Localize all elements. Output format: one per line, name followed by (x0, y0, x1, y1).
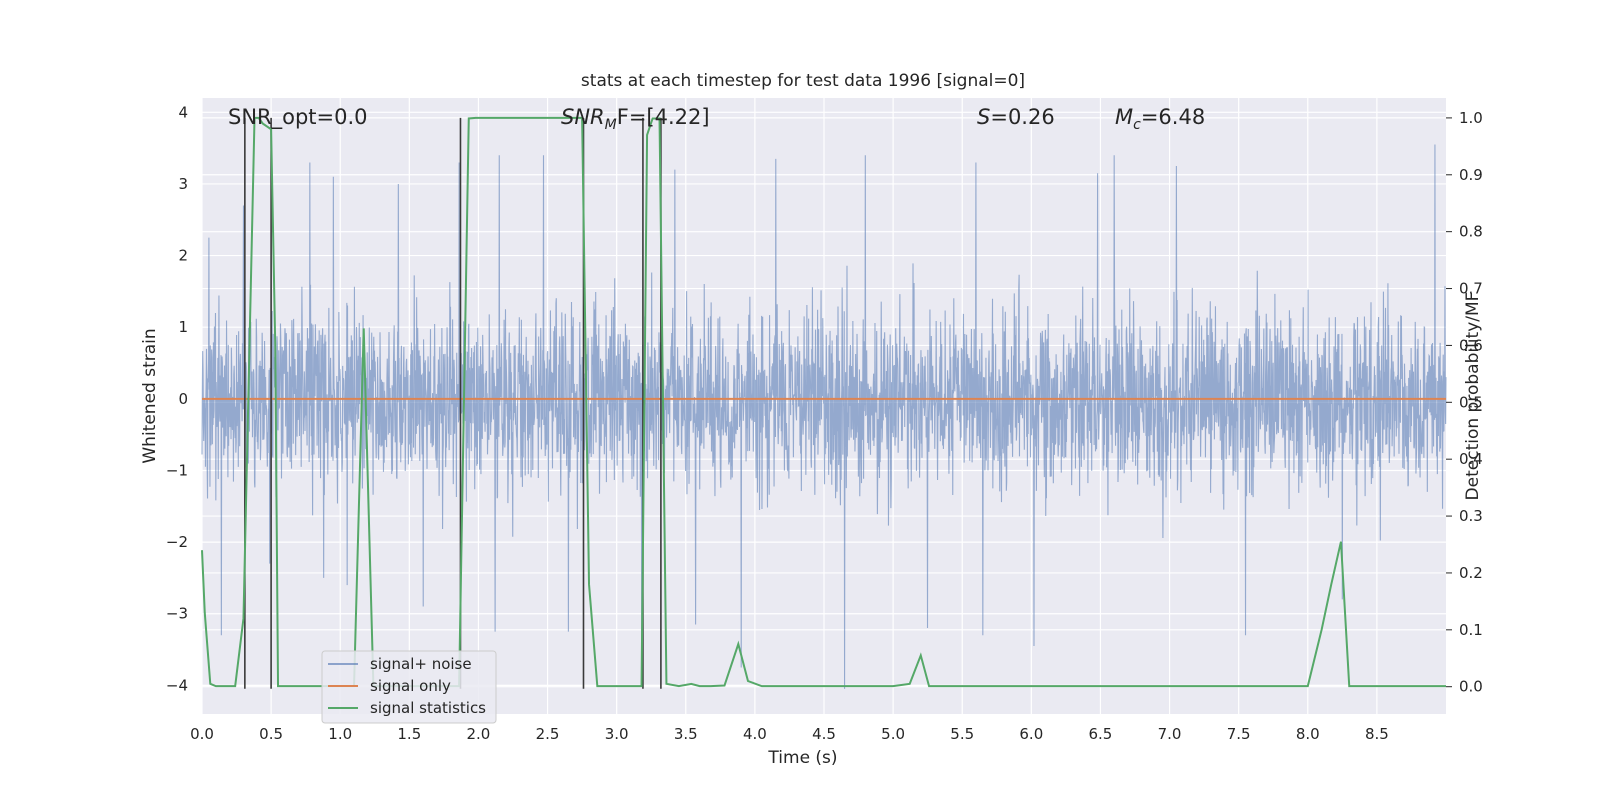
y-right-tick-label: 0.8 (1459, 223, 1483, 241)
legend-label-stats: signal statistics (370, 699, 486, 717)
annotation-s-label: S (977, 105, 990, 129)
annotation-snr-mf-main: SNR (561, 105, 605, 129)
y-tick-label: 1 (178, 318, 188, 336)
annotation-mc-sub: c (1133, 117, 1141, 133)
annotation-mc: Mc=6.48 (1115, 105, 1205, 133)
y-tick-label: 2 (178, 247, 188, 265)
y-tick-label: −4 (166, 676, 188, 694)
annotation-s-value: =0.26 (990, 105, 1054, 129)
y-tick-label: 3 (178, 175, 188, 193)
y-right-tick-label: 1.0 (1459, 109, 1483, 127)
x-tick-label: 4.0 (743, 725, 767, 743)
legend-label-noise: signal+ noise (370, 655, 472, 673)
annotation-s: S=0.26 (977, 105, 1055, 129)
x-tick-label: 4.5 (812, 725, 836, 743)
annotation-mc-main: M (1115, 105, 1133, 129)
x-tick-label: 5.0 (881, 725, 905, 743)
legend-label-signal: signal only (370, 677, 451, 695)
y-right-tick-label: 0.1 (1459, 621, 1483, 639)
x-tick-label: 0.0 (190, 725, 214, 743)
y-right-tick-label: 0.4 (1459, 450, 1483, 468)
x-axis-label: Time (s) (767, 748, 837, 768)
legend-box (321, 650, 497, 724)
x-tick-label: 6.0 (1019, 725, 1043, 743)
y-right-tick-label: 0.0 (1459, 678, 1483, 696)
x-tick-label: 8.0 (1296, 725, 1320, 743)
x-tick-label: 7.5 (1227, 725, 1251, 743)
y-right-tick-label: 0.3 (1459, 507, 1483, 525)
y-right-tick-label: 0.2 (1459, 564, 1483, 582)
x-tick-label: 7.0 (1158, 725, 1182, 743)
x-tick-label: 6.5 (1089, 725, 1113, 743)
y-tick-label: 4 (178, 103, 188, 121)
y-right-tick-label: 0.7 (1459, 280, 1483, 298)
x-tick-label: 1.5 (397, 725, 421, 743)
x-tick-label: 0.5 (259, 725, 283, 743)
x-tick-label: 2.5 (536, 725, 560, 743)
y-right-axis-label: Detection probability/MF (1463, 292, 1483, 501)
chart-title: stats at each timestep for test data 199… (581, 71, 1025, 91)
annotation-snr-opt: SNR_opt=0.0 (228, 105, 368, 130)
y-tick-label: −2 (166, 533, 188, 551)
x-tick-label: 8.5 (1365, 725, 1389, 743)
y-right-tick-label: 0.5 (1459, 393, 1483, 411)
annotation-snr-mf-sub: M (605, 117, 617, 133)
y-right-tick-label: 0.9 (1459, 166, 1483, 184)
y-right-tick-label: 0.6 (1459, 336, 1483, 354)
y-tick-label: −1 (166, 461, 188, 479)
y-tick-label: 0 (178, 390, 188, 408)
x-tick-label: 5.5 (950, 725, 974, 743)
x-tick-label: 2.0 (467, 725, 491, 743)
annotation-snr-mf: SNRMF=[4.22] (561, 105, 710, 133)
y-axis-label: Whitened strain (140, 328, 160, 463)
x-tick-label: 1.0 (328, 725, 352, 743)
x-tick-label: 3.0 (605, 725, 629, 743)
annotation-mc-value: =6.48 (1141, 105, 1205, 129)
y-tick-label: −3 (166, 605, 188, 623)
series-signal-statistics (201, 116, 1446, 688)
legend: signal+ noise signal only signal statist… (321, 650, 497, 724)
x-tick-label: 3.5 (674, 725, 698, 743)
annotation-snr-mf-tail: F=[4.22] (617, 105, 710, 129)
